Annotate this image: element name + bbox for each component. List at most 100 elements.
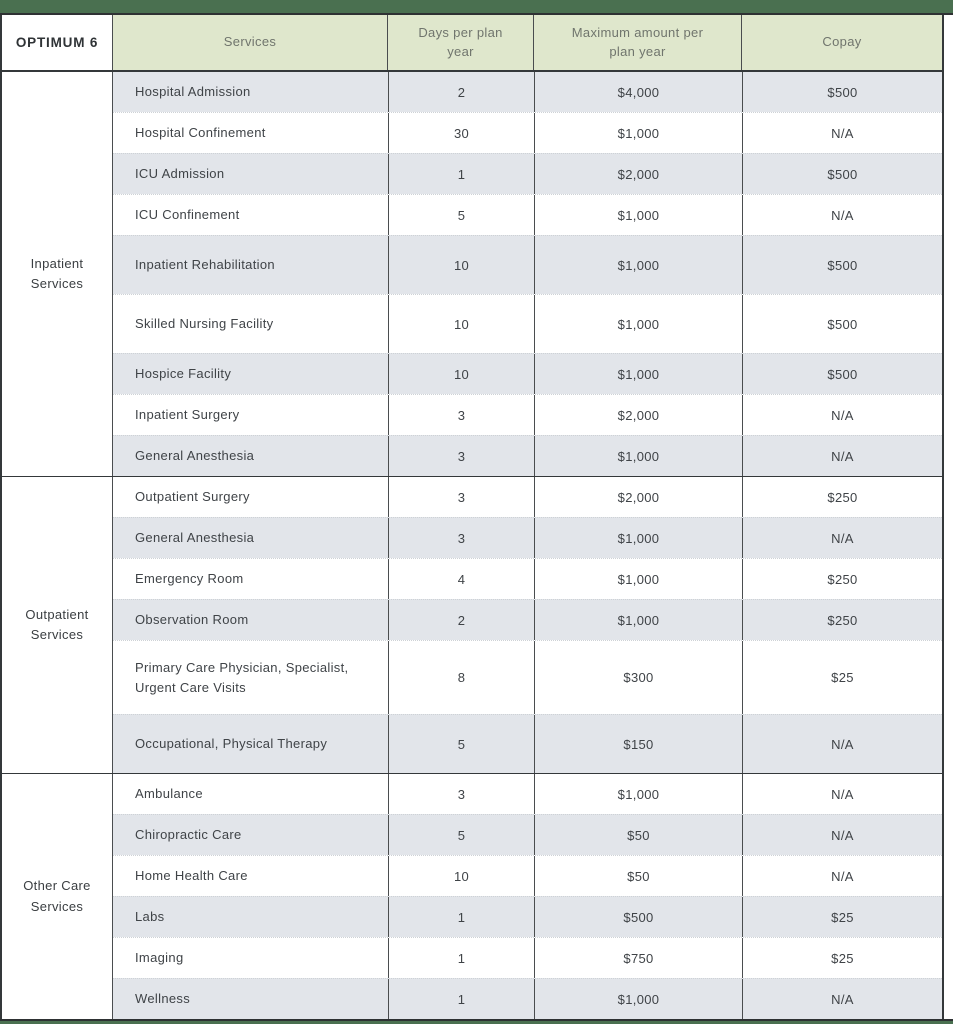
column-header-services: Services (112, 15, 387, 70)
days-cell: 10 (388, 295, 534, 353)
days-cell: 30 (388, 113, 534, 153)
max-amount-cell: $150 (534, 715, 742, 773)
max-amount-cell: $1,000 (534, 295, 742, 353)
service-name-cell: ICU Admission (135, 166, 225, 182)
table-row: Ambulance 3 $1,000 N/A (113, 774, 942, 814)
section-label: Outpatient Services (2, 477, 112, 773)
max-amount-cell: $2,000 (534, 395, 742, 435)
max-amount-cell: $1,000 (534, 354, 742, 394)
days-cell: 3 (388, 436, 534, 476)
table-section: Other Care Services Ambulance 3 $1,000 N/A Ch… (2, 773, 942, 1019)
days-cell: 2 (388, 600, 534, 640)
copay-cell: $25 (742, 897, 942, 937)
table-row: Wellness 1 $1,000 N/A (113, 978, 942, 1019)
days-cell: 3 (388, 395, 534, 435)
copay-cell: N/A (742, 979, 942, 1019)
max-amount-cell: $2,000 (534, 154, 742, 194)
benefits-table: OPTIMUM 6 Services Days per plan year Ma… (0, 15, 944, 1019)
bottom-accent-bar (0, 1019, 953, 1024)
section-label: Inpatient Services (2, 72, 112, 476)
copay-cell: N/A (742, 195, 942, 235)
days-cell: 5 (388, 815, 534, 855)
max-amount-cell: $500 (534, 897, 742, 937)
days-cell: 4 (388, 559, 534, 599)
copay-cell: $500 (742, 295, 942, 353)
days-cell: 5 (388, 195, 534, 235)
service-name-cell: Imaging (135, 950, 184, 966)
service-name-cell: Labs (135, 909, 165, 925)
table-row: Emergency Room 4 $1,000 $250 (113, 558, 942, 599)
max-amount-cell: $4,000 (534, 72, 742, 112)
days-cell: 5 (388, 715, 534, 773)
table-body: Inpatient Services Hospital Admission 2 $4,… (2, 72, 942, 1019)
service-name-cell: Hospital Admission (135, 84, 251, 100)
copay-cell: $250 (742, 600, 942, 640)
copay-cell: $500 (742, 354, 942, 394)
max-amount-cell: $1,000 (534, 559, 742, 599)
section-rows: Outpatient Surgery 3 $2,000 $250 General Ane… (112, 477, 942, 773)
days-cell: 3 (388, 518, 534, 558)
table-row: Imaging 1 $750 $25 (113, 937, 942, 978)
copay-cell: $500 (742, 154, 942, 194)
service-name-cell: Inpatient Rehabilitation (135, 257, 275, 273)
service-name-cell: Hospice Facility (135, 366, 232, 382)
column-header-copay: Copay (741, 15, 942, 70)
table-row: Outpatient Surgery 3 $2,000 $250 (113, 477, 942, 517)
copay-cell: $500 (742, 72, 942, 112)
table-row: Inpatient Rehabilitation 10 $1,000 $500 (113, 235, 942, 294)
table-row: ICU Confinement 5 $1,000 N/A (113, 194, 942, 235)
max-amount-cell: $1,000 (534, 774, 742, 814)
max-amount-cell: $1,000 (534, 113, 742, 153)
max-amount-cell: $50 (534, 856, 742, 896)
days-cell: 3 (388, 477, 534, 517)
days-cell: 1 (388, 154, 534, 194)
service-name-cell: Observation Room (135, 612, 249, 628)
service-name-cell: Hospital Confinement (135, 125, 266, 141)
service-name-cell: Inpatient Surgery (135, 407, 240, 423)
table-row: ICU Admission 1 $2,000 $500 (113, 153, 942, 194)
table-section: Inpatient Services Hospital Admission 2 $4,… (2, 72, 942, 476)
table-row: General Anesthesia 3 $1,000 N/A (113, 517, 942, 558)
table-row: Skilled Nursing Facility 10 $1,000 $500 (113, 294, 942, 353)
days-cell: 10 (388, 354, 534, 394)
days-cell: 3 (388, 774, 534, 814)
service-name-cell: ICU Confinement (135, 207, 240, 223)
service-name-cell: General Anesthesia (135, 530, 255, 546)
table-row: Chiropractic Care 5 $50 N/A (113, 814, 942, 855)
max-amount-cell: $1,000 (534, 600, 742, 640)
table-row: Occupational, Physical Therapy 5 $150 N/A (113, 714, 942, 773)
max-amount-cell: $300 (534, 641, 742, 714)
service-name-cell: Emergency Room (135, 571, 244, 587)
max-amount-cell: $2,000 (534, 477, 742, 517)
copay-cell: $250 (742, 477, 942, 517)
plan-name: OPTIMUM 6 (2, 15, 112, 70)
service-name-cell: Chiropractic Care (135, 827, 242, 843)
table-row: Labs 1 $500 $25 (113, 896, 942, 937)
copay-cell: $25 (742, 641, 942, 714)
table-row: Primary Care Physician, Specialist, Urge… (113, 640, 942, 714)
service-name-cell: Occupational, Physical Therapy (135, 736, 328, 752)
copay-cell: N/A (742, 815, 942, 855)
section-rows: Ambulance 3 $1,000 N/A Chiropractic Care 5 $50… (112, 774, 942, 1019)
days-cell: 8 (388, 641, 534, 714)
service-name-cell: General Anesthesia (135, 448, 255, 464)
max-amount-cell: $1,000 (534, 236, 742, 294)
table-row: Hospital Admission 2 $4,000 $500 (113, 72, 942, 112)
service-name-cell: Primary Care Physician, Specialist, Urge… (135, 660, 349, 695)
table-row: Inpatient Surgery 3 $2,000 N/A (113, 394, 942, 435)
section-label: Other Care Services (2, 774, 112, 1019)
max-amount-cell: $1,000 (534, 436, 742, 476)
max-amount-cell: $1,000 (534, 518, 742, 558)
top-accent-bar (0, 0, 953, 15)
days-cell: 2 (388, 72, 534, 112)
service-name-cell: Ambulance (135, 786, 203, 802)
table-header-row: OPTIMUM 6 Services Days per plan year Ma… (2, 15, 942, 72)
section-rows: Hospital Admission 2 $4,000 $500 Hospital Co… (112, 72, 942, 476)
copay-cell: N/A (742, 436, 942, 476)
copay-cell: N/A (742, 395, 942, 435)
copay-cell: $250 (742, 559, 942, 599)
days-cell: 10 (388, 236, 534, 294)
column-header-max-amount: Maximum amount per plan year (533, 15, 741, 70)
column-header-days: Days per plan year (387, 15, 533, 70)
copay-cell: N/A (742, 715, 942, 773)
